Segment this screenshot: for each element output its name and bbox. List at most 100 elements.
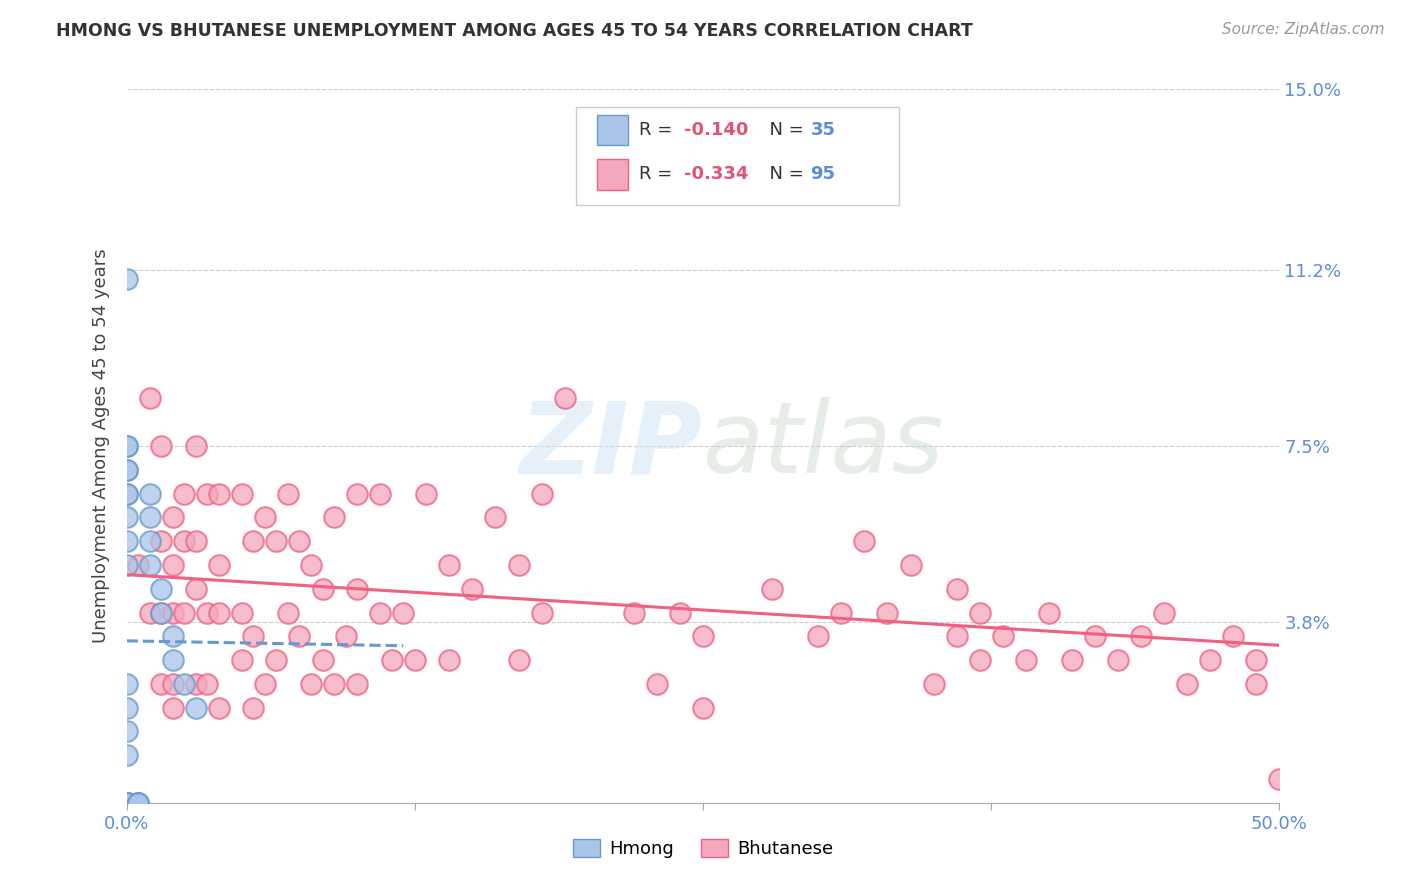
Point: [1107, 653, 1129, 667]
Point: [346, 677, 368, 691]
Point: [1268, 772, 1291, 786]
Point: [876, 606, 898, 620]
Point: [115, 439, 138, 453]
Point: [1175, 677, 1198, 691]
Point: [231, 486, 253, 500]
Point: [1153, 606, 1175, 620]
Point: [1015, 653, 1038, 667]
Point: [645, 677, 668, 691]
Point: [195, 486, 218, 500]
Point: [162, 606, 184, 620]
Point: [115, 796, 138, 810]
Point: [150, 582, 173, 596]
Point: [1246, 677, 1268, 691]
Point: [508, 558, 530, 572]
Point: [150, 606, 173, 620]
Y-axis label: Unemployment Among Ages 45 to 54 years: Unemployment Among Ages 45 to 54 years: [91, 249, 110, 643]
Text: atlas: atlas: [703, 398, 945, 494]
Text: 35: 35: [810, 121, 835, 139]
Point: [692, 629, 714, 643]
Point: [253, 510, 276, 524]
Point: [1060, 653, 1083, 667]
Point: [368, 486, 391, 500]
Point: [173, 534, 195, 549]
Point: [508, 653, 530, 667]
Point: [530, 606, 553, 620]
Point: [1199, 653, 1222, 667]
Point: [311, 653, 333, 667]
Point: [299, 558, 322, 572]
Point: [115, 796, 138, 810]
Point: [439, 653, 461, 667]
Point: [162, 510, 184, 524]
Point: [1038, 606, 1060, 620]
Point: [945, 629, 967, 643]
Point: [127, 796, 149, 810]
Point: [115, 700, 138, 714]
Point: [115, 748, 138, 763]
Point: [195, 677, 218, 691]
Point: [150, 606, 173, 620]
Text: N =: N =: [758, 166, 810, 184]
Point: [415, 486, 437, 500]
Point: [439, 558, 461, 572]
Point: [991, 629, 1014, 643]
Point: [346, 582, 368, 596]
Point: [231, 606, 253, 620]
Point: [138, 534, 160, 549]
Point: [368, 606, 391, 620]
Point: [208, 606, 231, 620]
Point: [554, 392, 576, 406]
Point: [173, 486, 195, 500]
Point: [461, 582, 484, 596]
Point: [692, 700, 714, 714]
Point: [242, 629, 264, 643]
Point: [288, 534, 311, 549]
Text: 95: 95: [810, 166, 835, 184]
Point: [138, 606, 160, 620]
Point: [253, 677, 276, 691]
Point: [288, 629, 311, 643]
Point: [311, 582, 333, 596]
Text: -0.334: -0.334: [683, 166, 748, 184]
Text: N =: N =: [758, 121, 810, 139]
Point: [922, 677, 945, 691]
Point: [115, 796, 138, 810]
Point: [208, 486, 231, 500]
Point: [115, 796, 138, 810]
Point: [242, 700, 264, 714]
Point: [1222, 629, 1244, 643]
Point: [138, 392, 160, 406]
Point: [115, 486, 138, 500]
Text: R =: R =: [638, 166, 678, 184]
Point: [969, 653, 991, 667]
Point: [138, 486, 160, 500]
Point: [115, 558, 138, 572]
Point: [127, 796, 149, 810]
Point: [299, 677, 322, 691]
Point: [195, 606, 218, 620]
Point: [830, 606, 852, 620]
Point: [162, 629, 184, 643]
Point: [150, 677, 173, 691]
Point: [404, 653, 426, 667]
Point: [945, 582, 967, 596]
Point: [969, 606, 991, 620]
Point: [127, 558, 149, 572]
Point: [162, 677, 184, 691]
Point: [381, 653, 404, 667]
Point: [115, 724, 138, 739]
Text: -0.140: -0.140: [683, 121, 748, 139]
Point: [115, 439, 138, 453]
Text: Source: ZipAtlas.com: Source: ZipAtlas.com: [1222, 22, 1385, 37]
Point: [162, 558, 184, 572]
Point: [277, 606, 299, 620]
Point: [184, 534, 207, 549]
Point: [335, 629, 357, 643]
Point: [900, 558, 922, 572]
Point: [208, 558, 231, 572]
Point: [208, 700, 231, 714]
Point: [1130, 629, 1153, 643]
Point: [138, 510, 160, 524]
Point: [150, 439, 173, 453]
